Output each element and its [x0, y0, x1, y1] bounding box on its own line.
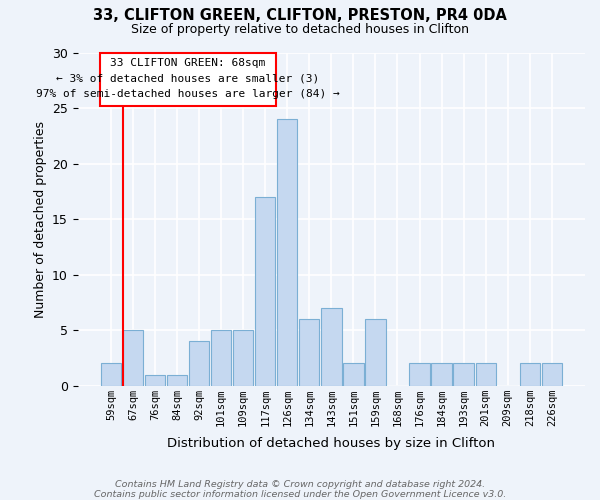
FancyBboxPatch shape	[100, 52, 276, 106]
Text: 97% of semi-detached houses are larger (84) →: 97% of semi-detached houses are larger (…	[36, 89, 340, 99]
Bar	[277, 119, 298, 386]
Bar	[189, 341, 209, 386]
Bar	[409, 364, 430, 386]
Bar	[123, 330, 143, 386]
Bar	[145, 374, 165, 386]
Bar	[233, 330, 253, 386]
Text: Size of property relative to detached houses in Clifton: Size of property relative to detached ho…	[131, 22, 469, 36]
Bar	[167, 374, 187, 386]
Bar	[365, 319, 386, 386]
Bar	[321, 308, 341, 386]
Bar	[299, 319, 319, 386]
Text: Contains public sector information licensed under the Open Government Licence v3: Contains public sector information licen…	[94, 490, 506, 499]
Text: ← 3% of detached houses are smaller (3): ← 3% of detached houses are smaller (3)	[56, 74, 320, 84]
Bar	[431, 364, 452, 386]
Bar	[343, 364, 364, 386]
Text: 33 CLIFTON GREEN: 68sqm: 33 CLIFTON GREEN: 68sqm	[110, 58, 266, 68]
Bar	[255, 197, 275, 386]
Y-axis label: Number of detached properties: Number of detached properties	[34, 120, 47, 318]
Bar	[542, 364, 562, 386]
Bar	[211, 330, 231, 386]
Bar	[476, 364, 496, 386]
Bar	[520, 364, 540, 386]
X-axis label: Distribution of detached houses by size in Clifton: Distribution of detached houses by size …	[167, 437, 496, 450]
Text: Contains HM Land Registry data © Crown copyright and database right 2024.: Contains HM Land Registry data © Crown c…	[115, 480, 485, 489]
Bar	[101, 364, 121, 386]
Text: 33, CLIFTON GREEN, CLIFTON, PRESTON, PR4 0DA: 33, CLIFTON GREEN, CLIFTON, PRESTON, PR4…	[93, 8, 507, 22]
Bar	[454, 364, 474, 386]
